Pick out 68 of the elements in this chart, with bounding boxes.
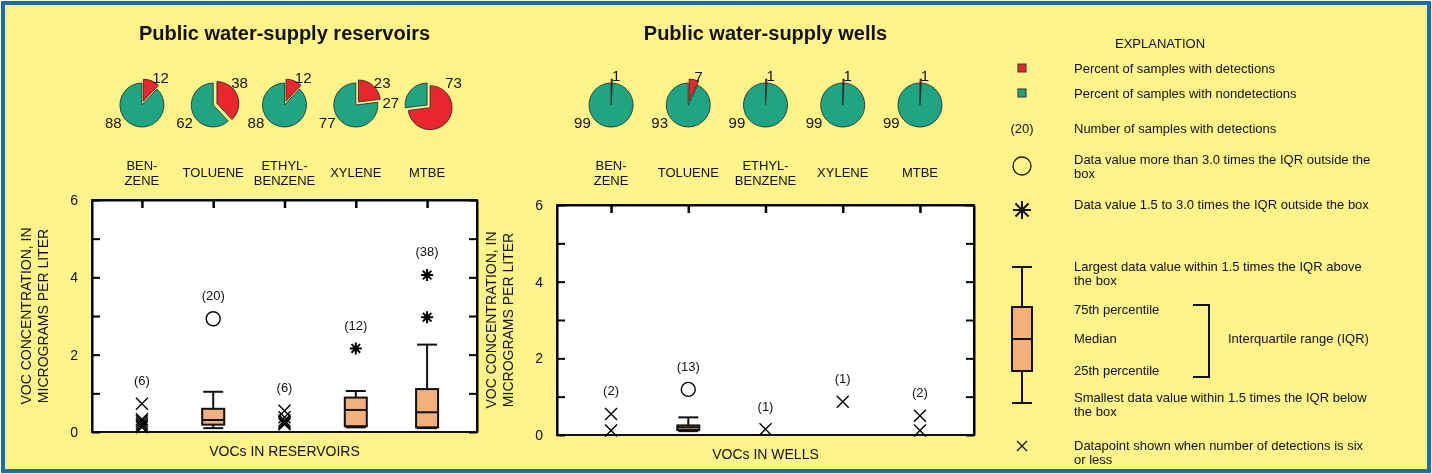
x-tick-label: XYLENE	[330, 165, 382, 180]
x-tick-label: BEN-ZENE	[593, 158, 629, 188]
data-label: 38	[231, 73, 248, 91]
text: Datapoint shown when number of detections is six or less	[1074, 438, 1364, 467]
y-tick-label: 0	[535, 426, 544, 443]
text: Smallest data value within 1.5 times the IQR below the box	[1074, 390, 1368, 419]
data-label: 7	[694, 67, 703, 85]
data-label: 88	[247, 114, 265, 132]
text: Percent of samples with detections	[1074, 61, 1276, 76]
y-tick-label: 4	[535, 273, 544, 290]
text: Largest data value within 1.5 times the IQR above the box	[1074, 259, 1362, 288]
x-tick-label: TOLUENE	[182, 165, 245, 180]
x-axis-title: VOCs IN RESERVOIRS	[209, 443, 360, 459]
x-tick-label: BEN-ZENE	[124, 158, 160, 188]
y-tick-label: 6	[535, 196, 544, 213]
data-label: 93	[651, 114, 669, 132]
data-label: 1	[843, 66, 852, 84]
data-label: 23	[373, 73, 391, 91]
data-label: 12	[294, 68, 312, 86]
data-label: 73	[445, 73, 462, 91]
annotation: (12)	[344, 317, 368, 333]
text: Data value more than 3.0 times the IQR outside the box	[1074, 152, 1371, 181]
data-label: 1	[920, 66, 930, 84]
text: Percent of samples with nondetections	[1074, 86, 1298, 101]
x-tick-label: XYLENE	[817, 165, 869, 180]
text: Median	[1074, 331, 1117, 346]
x-axis-title: VOCs IN WELLS	[712, 446, 819, 462]
data-label: 62	[176, 114, 193, 132]
data-label: 99	[728, 114, 746, 132]
y-tick-label: 2	[70, 346, 79, 363]
data-label: 12	[152, 68, 169, 86]
y-tick-label: 0	[70, 423, 79, 440]
text: EXPLANATION	[1114, 36, 1206, 51]
text: Number of samples with detections	[1074, 121, 1277, 136]
text: Interquartile range (IQR)	[1228, 331, 1369, 346]
annotation: (13)	[676, 358, 700, 374]
x-tick-label: MTBE	[409, 165, 446, 180]
annotation: (1)	[757, 398, 774, 414]
annotation: (20)	[201, 288, 225, 304]
annotation: (6)	[133, 373, 150, 389]
x-tick-label: ETHYL-BENZENE	[734, 158, 797, 188]
x-tick-label: ETHYL-BENZENE	[253, 158, 316, 188]
text: 75th percentile	[1074, 302, 1160, 317]
text: (20)	[1010, 121, 1034, 136]
data-label: 99	[574, 114, 591, 132]
chart-title: Public water-supply wells	[643, 22, 888, 44]
data-label: 1	[766, 66, 775, 84]
annotation: (2)	[912, 385, 928, 401]
annotation: (2)	[603, 383, 619, 399]
y-tick-label: 4	[70, 269, 79, 286]
y-axis-title: VOC CONCENTRATION, IN MICROGRAMS PER LITER	[17, 227, 51, 405]
annotation: (38)	[415, 244, 439, 260]
data-label: 99	[883, 114, 900, 132]
x-tick-label: MTBE	[901, 165, 939, 180]
y-axis-title: VOC CONCENTRATION, IN MICROGRAMS PER LITER	[482, 231, 516, 409]
y-tick-label: 6	[70, 191, 79, 208]
data-label: 1	[611, 66, 621, 84]
text: Data value 1.5 to 3.0 times the IQR outside the box	[1074, 197, 1370, 212]
data-label: 77	[318, 114, 336, 132]
data-label: 27	[382, 94, 400, 112]
y-tick-label: 2	[535, 350, 544, 367]
x-tick-label: TOLUENE	[657, 165, 720, 180]
chart-title: Public water-supply reservoirs	[138, 22, 431, 44]
annotation: (1)	[834, 371, 851, 387]
data-label: 88	[104, 114, 122, 132]
text: 25th percentile	[1074, 363, 1160, 378]
annotation: (6)	[276, 380, 293, 396]
data-label: 99	[805, 114, 823, 132]
